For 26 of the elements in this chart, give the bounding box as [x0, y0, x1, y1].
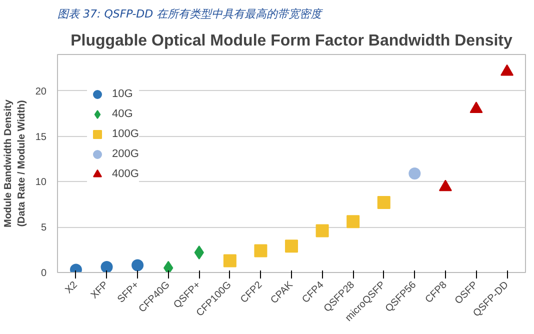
- legend-label: 40G: [112, 108, 133, 120]
- legend-label: 10G: [112, 88, 133, 100]
- point: [316, 224, 329, 238]
- chart-subtitle: Pluggable Optical Module Form Factor Bandwidth Density: [70, 32, 513, 50]
- y-tick-label: 5: [40, 222, 47, 234]
- point: [254, 244, 268, 258]
- y-tick-label: 15: [35, 132, 47, 143]
- point: [408, 168, 421, 180]
- point: [438, 180, 452, 192]
- point: [132, 259, 144, 272]
- point: [223, 254, 236, 268]
- legend-label: 200G: [112, 148, 139, 160]
- y-tick-label: 20: [35, 86, 47, 98]
- y-tick-label: 10: [35, 177, 47, 188]
- point: [377, 196, 390, 210]
- point: [470, 102, 483, 113]
- y-axis-title: Module Bandwidth Density (Data Rate / Module Width): [3, 99, 28, 228]
- point: [500, 64, 514, 76]
- y-tick-label: 0: [40, 268, 47, 279]
- point: [285, 240, 298, 253]
- chart-title: 图表 37: QSFP-DD 在所有类型中具有最高的带宽密度: [58, 8, 324, 20]
- point: [346, 215, 360, 228]
- legend-label: 400G: [112, 168, 139, 180]
- point: [100, 261, 113, 272]
- legend-label: 100G: [112, 128, 139, 140]
- x-tick-label: X2: [63, 279, 80, 296]
